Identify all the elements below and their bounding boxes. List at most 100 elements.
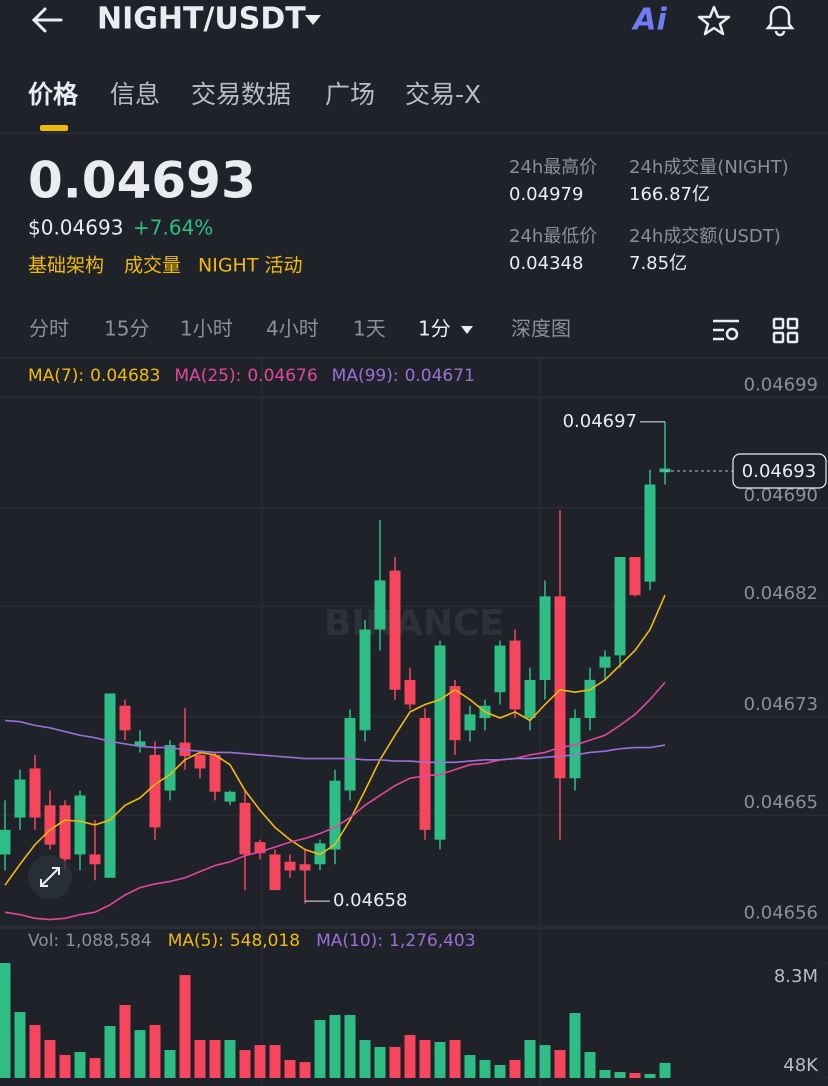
interval-option[interactable]: 1天 xyxy=(353,317,386,341)
tab[interactable]: 信息 xyxy=(110,80,160,109)
candle-body xyxy=(419,718,431,830)
tab[interactable]: 交易数据 xyxy=(191,80,291,109)
candle-body xyxy=(0,829,11,855)
volume-bar xyxy=(419,1040,431,1078)
candle-body xyxy=(134,741,146,747)
stat-value: 166.87亿 xyxy=(629,184,710,205)
volume-bar xyxy=(314,1019,326,1078)
icon-square xyxy=(786,331,799,344)
volume-bar xyxy=(89,1058,101,1078)
usd-price: $0.04693 xyxy=(28,216,123,240)
candle-body xyxy=(74,795,86,855)
interval-option[interactable]: 4小时 xyxy=(266,317,319,341)
price-change: +7.64% xyxy=(133,216,213,240)
favorite-button[interactable] xyxy=(697,5,731,36)
pair-title[interactable]: NIGHT/USDT xyxy=(97,2,306,37)
ai-button[interactable]: Ai xyxy=(631,3,667,38)
interval-option[interactable]: 深度图 xyxy=(511,317,571,341)
tag[interactable]: 基础架构 xyxy=(28,255,104,277)
notification-button[interactable] xyxy=(765,5,795,37)
volume-legend-value: 548,018 xyxy=(230,931,300,951)
icon-gear xyxy=(725,327,739,341)
volume-bar xyxy=(434,1041,446,1078)
volume-bar xyxy=(554,1050,566,1078)
volume-bar xyxy=(659,1062,671,1078)
icon-line xyxy=(52,867,60,875)
interval-dropdown[interactable] xyxy=(461,326,473,334)
fullscreen-button[interactable] xyxy=(28,855,72,899)
candle-body xyxy=(359,629,371,731)
candle-body xyxy=(59,805,71,860)
bell-body xyxy=(765,5,795,30)
volume-bar xyxy=(644,1073,656,1078)
candle-body xyxy=(389,570,401,690)
y-tick-label: 0.04656 xyxy=(744,903,818,924)
icon-square xyxy=(772,331,785,344)
ma-legend-value: 0.04671 xyxy=(405,366,475,386)
tag[interactable]: NIGHT 活动 xyxy=(198,255,302,277)
volume-bar xyxy=(209,1040,221,1078)
stat-value: 0.04348 xyxy=(509,253,583,274)
stat-value: 0.04979 xyxy=(509,184,583,205)
candle-body xyxy=(584,679,596,719)
volume-tick-label: 48K xyxy=(783,1055,819,1076)
pair-dropdown[interactable] xyxy=(305,15,321,25)
volume-legend-value: 1,088,584 xyxy=(65,931,152,951)
interval-option[interactable]: 1分 xyxy=(418,317,451,341)
low-mark-label: 0.04658 xyxy=(333,890,407,911)
candle-body xyxy=(29,768,41,818)
volume-bar xyxy=(134,1030,146,1078)
volume-bar xyxy=(224,1040,236,1078)
volume-bar xyxy=(599,1069,611,1078)
candle-body xyxy=(569,718,581,779)
volume-bar xyxy=(149,1024,161,1078)
candle-body xyxy=(344,718,356,791)
kline-chart: 0.04699 0.04690 0.04682 0.04673 0.04665 0.046… xyxy=(0,366,828,1078)
candle-body xyxy=(629,557,641,596)
tab[interactable]: 价格 xyxy=(28,80,79,109)
volume-bar xyxy=(254,1045,266,1078)
candle-body xyxy=(224,791,236,802)
back-button[interactable] xyxy=(31,7,63,33)
volume-bar xyxy=(509,1059,521,1078)
candle-body xyxy=(14,779,26,818)
indicator-settings-button[interactable] xyxy=(713,319,739,341)
volume-bar xyxy=(179,975,191,1078)
ma-line xyxy=(4,594,666,886)
volume-bar xyxy=(239,1050,251,1078)
icon-square xyxy=(772,317,785,330)
last-price: 0.04693 xyxy=(28,152,256,210)
candle-body xyxy=(494,645,506,693)
interval-option[interactable]: 分时 xyxy=(29,317,69,341)
volume-bar xyxy=(479,1059,491,1078)
candle-body xyxy=(239,802,251,855)
layout-button[interactable] xyxy=(772,317,799,344)
volume-bar xyxy=(59,1055,71,1078)
candle-body xyxy=(554,596,566,779)
volume-bar xyxy=(194,1040,206,1078)
y-tick-label: 0.04665 xyxy=(744,792,818,813)
volume-bar xyxy=(284,1059,296,1078)
stat-label: 24h最低价 xyxy=(509,226,597,247)
volume-bar xyxy=(524,1040,536,1078)
candle-body xyxy=(644,484,656,582)
tab[interactable]: 广场 xyxy=(325,80,375,109)
tab[interactable]: 交易-X xyxy=(405,80,481,109)
icon-line xyxy=(40,879,48,887)
ma-legend-label: MA(7): xyxy=(28,366,84,386)
candle-body xyxy=(299,864,311,871)
interval-option[interactable]: 15分 xyxy=(104,317,149,341)
candle-body xyxy=(254,842,266,854)
tag[interactable]: 成交量 xyxy=(124,255,181,277)
interval-option[interactable]: 1小时 xyxy=(180,317,233,341)
volume-tick-label: 8.3M xyxy=(774,966,818,987)
volume-bar xyxy=(464,1055,476,1078)
candle-body xyxy=(614,557,626,656)
volume-bar xyxy=(44,1040,56,1078)
volume-bar xyxy=(14,1012,26,1078)
volume-bar xyxy=(74,1051,86,1078)
volume-bar xyxy=(359,1040,371,1078)
volume-bar xyxy=(494,1064,506,1078)
